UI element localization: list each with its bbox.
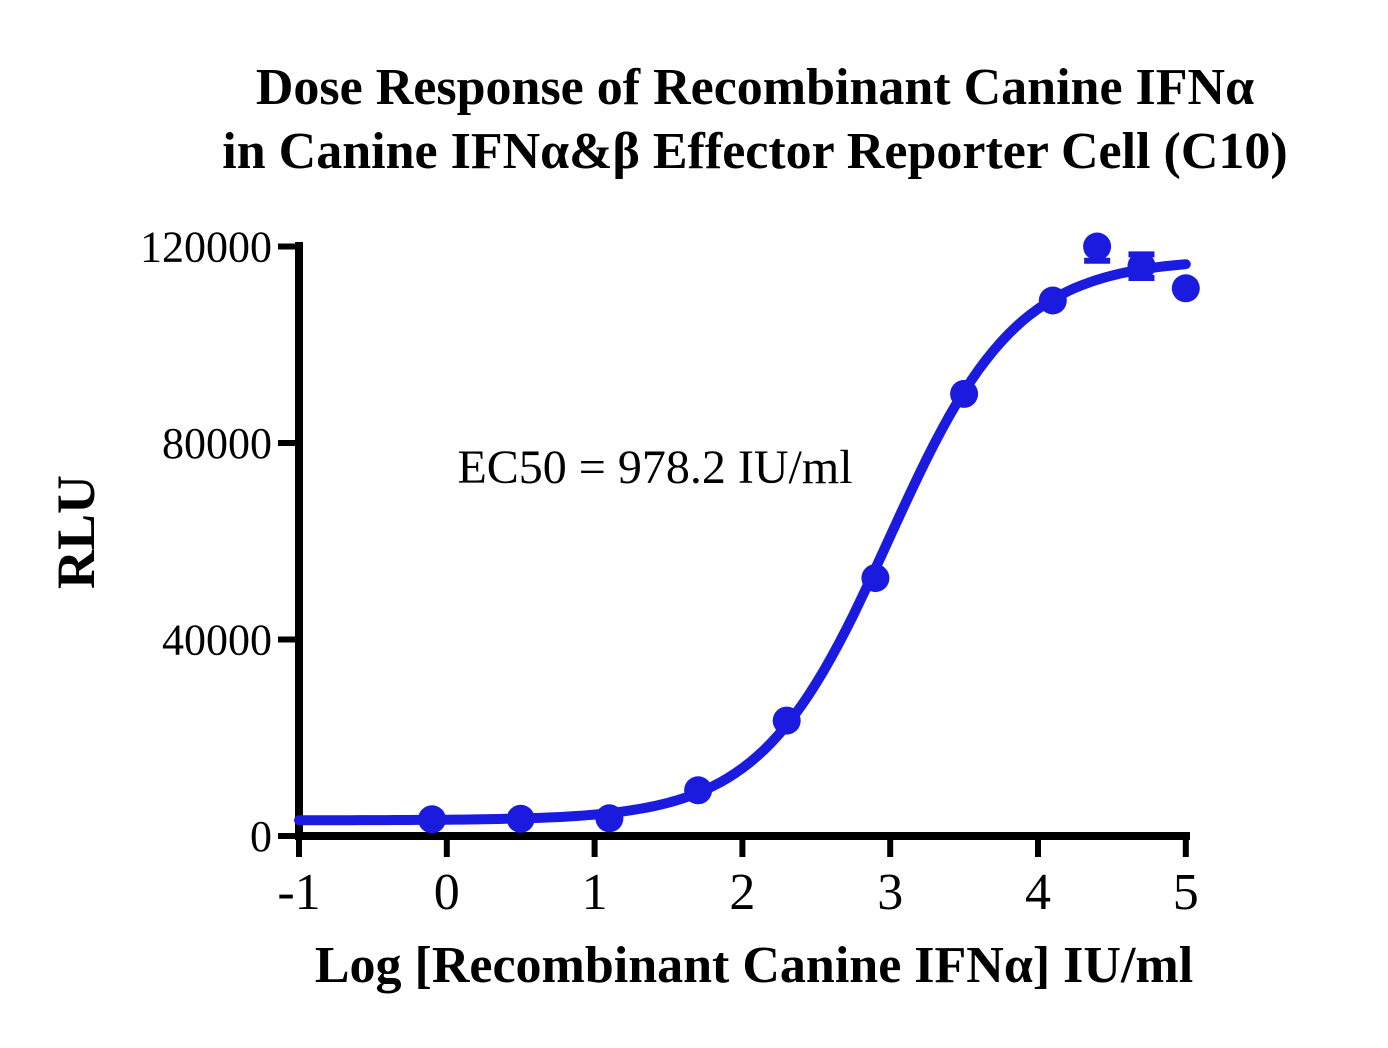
y-tick-label: 80000 bbox=[162, 419, 272, 468]
y-tick-label: 0 bbox=[250, 812, 272, 861]
x-axis-label: Log [Recombinant Canine IFNα] IU/ml bbox=[314, 937, 1194, 994]
data-point bbox=[595, 804, 624, 833]
x-tick-label: 1 bbox=[582, 864, 608, 921]
data-point bbox=[861, 564, 890, 593]
chart-title-line1: Dose Response of Recombinant Canine IFNα bbox=[255, 59, 1255, 116]
data-point bbox=[1171, 274, 1200, 303]
ec50-annotation: EC50 = 978.2 IU/ml bbox=[457, 441, 853, 494]
dose-response-curve bbox=[294, 259, 1191, 826]
x-tick-label: 0 bbox=[434, 864, 460, 921]
chart-title: Dose Response of Recombinant Canine IFNα… bbox=[130, 56, 1380, 184]
x-tick-label: 4 bbox=[1025, 864, 1051, 921]
data-point bbox=[950, 379, 979, 408]
y-tick-label: 120000 bbox=[140, 223, 272, 272]
x-tick-label: -1 bbox=[277, 864, 320, 921]
data-points bbox=[418, 232, 1200, 834]
data-point bbox=[1038, 286, 1067, 315]
data-point bbox=[506, 804, 535, 833]
x-tick-label: 5 bbox=[1173, 864, 1199, 921]
chart-title-line2: in Canine IFNα&β Effector Reporter Cell … bbox=[222, 123, 1288, 180]
data-point bbox=[772, 706, 801, 735]
x-tick-label: 2 bbox=[729, 864, 755, 921]
fit-curve bbox=[294, 259, 1191, 826]
y-tick-label: 40000 bbox=[162, 616, 272, 665]
data-point bbox=[684, 776, 713, 805]
axis-ticks bbox=[278, 243, 1189, 857]
axes bbox=[295, 242, 1190, 840]
data-point bbox=[1127, 252, 1156, 281]
x-tick-label: 3 bbox=[877, 864, 903, 921]
data-point bbox=[418, 805, 446, 834]
data-point bbox=[1083, 232, 1112, 261]
